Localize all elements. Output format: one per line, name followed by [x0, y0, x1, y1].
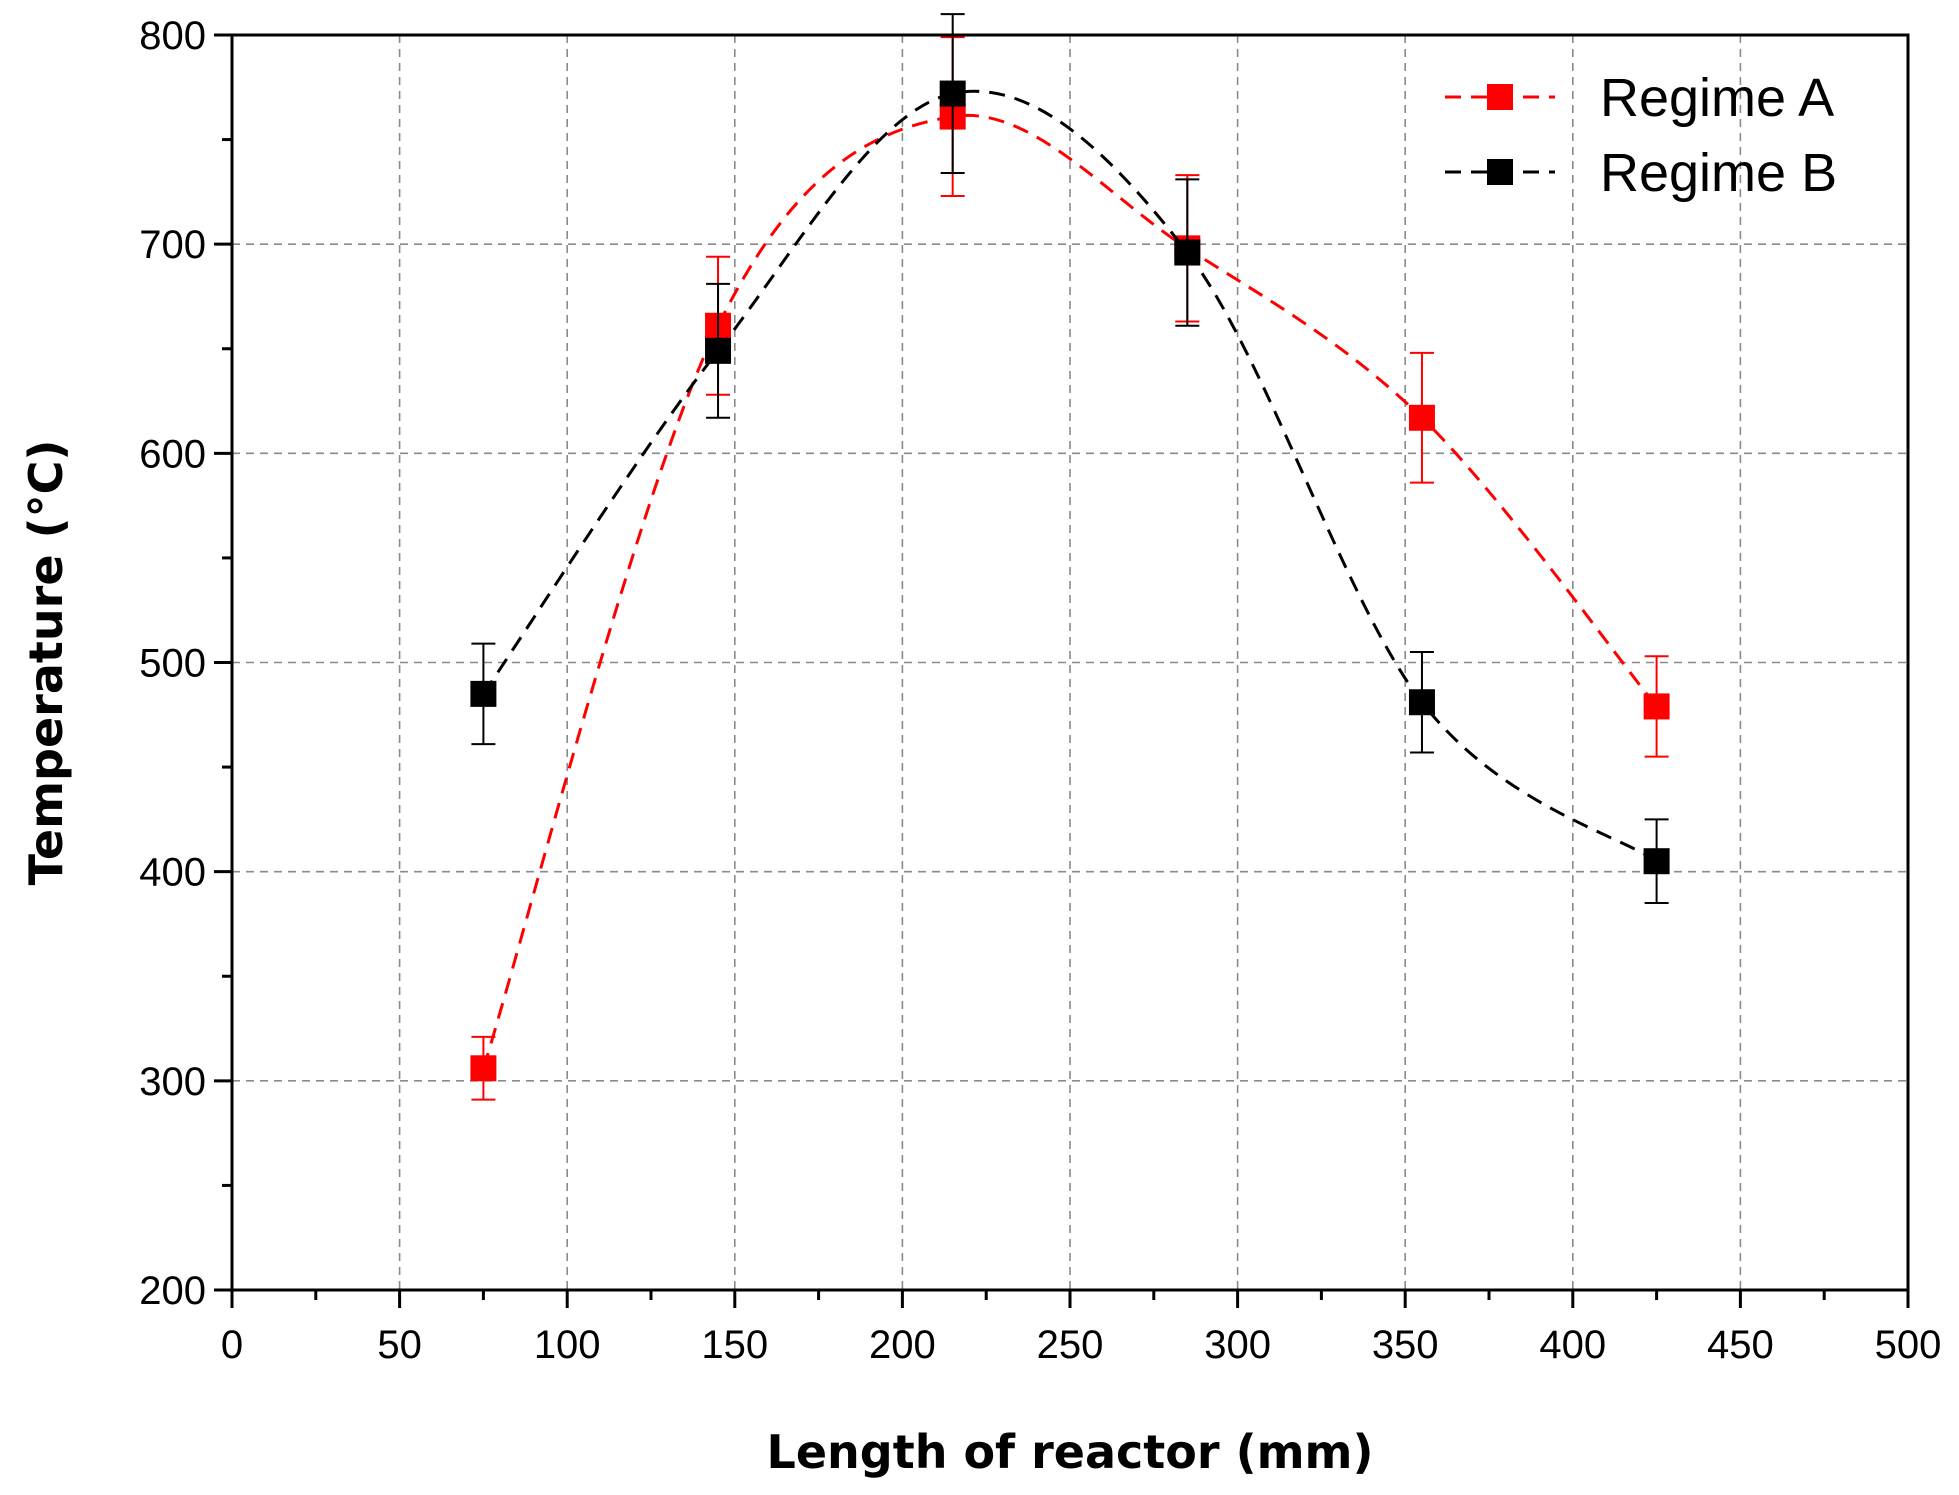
y-tick-label: 600	[139, 432, 206, 476]
x-tick-label: 200	[869, 1323, 936, 1367]
legend-marker	[1487, 159, 1513, 185]
axis-ticks	[214, 33, 1910, 1308]
x-tick-label: 500	[1875, 1323, 1942, 1367]
legend: Regime A Regime B	[1445, 68, 1837, 203]
legend-item-regime-a: Regime A	[1445, 68, 1834, 128]
x-tick-label: 350	[1372, 1323, 1439, 1367]
y-tick-label: 800	[139, 14, 206, 58]
legend-marker	[1487, 84, 1513, 110]
regime-a-fit-line	[481, 113, 1658, 1069]
regime-b-series	[470, 13, 1670, 905]
regime-a-data-point	[1408, 404, 1435, 431]
y-tick-label: 200	[139, 1269, 206, 1313]
legend-label: Regime B	[1600, 143, 1837, 203]
tick-labels: 0 50 100 150 200 250 300 350 400 450 500 200 300 400 5…	[139, 14, 1941, 1367]
x-tick-label: 100	[534, 1323, 601, 1367]
regime-b-data-point	[1643, 848, 1670, 875]
x-tick-label: 300	[1204, 1323, 1271, 1367]
y-axis-title: Temperature (°C)	[19, 440, 73, 886]
y-tick-label: 700	[139, 223, 206, 267]
regime-b-data-point	[1408, 689, 1435, 716]
x-tick-label: 450	[1707, 1323, 1774, 1367]
x-tick-label: 150	[701, 1323, 768, 1367]
y-tick-label: 300	[139, 1060, 206, 1104]
legend-item-regime-b: Regime B	[1445, 143, 1837, 203]
y-tick-label: 400	[139, 851, 206, 895]
regime-b-data-point	[705, 337, 732, 364]
regime-b-data-point	[939, 80, 966, 107]
legend-label: Regime A	[1600, 68, 1834, 128]
x-tick-label: 250	[1037, 1323, 1104, 1367]
x-tick-label: 50	[377, 1323, 422, 1367]
x-tick-label: 0	[221, 1323, 243, 1367]
x-axis-title: Length of reactor (mm)	[767, 1425, 1374, 1479]
regime-b-data-point	[470, 680, 497, 707]
series-group	[470, 13, 1670, 1101]
x-tick-label: 400	[1539, 1323, 1606, 1367]
regime-a-data-point	[470, 1055, 497, 1082]
regime-a-data-point	[1643, 693, 1670, 720]
regime-b-data-point	[1174, 239, 1201, 266]
y-tick-label: 500	[139, 642, 206, 686]
